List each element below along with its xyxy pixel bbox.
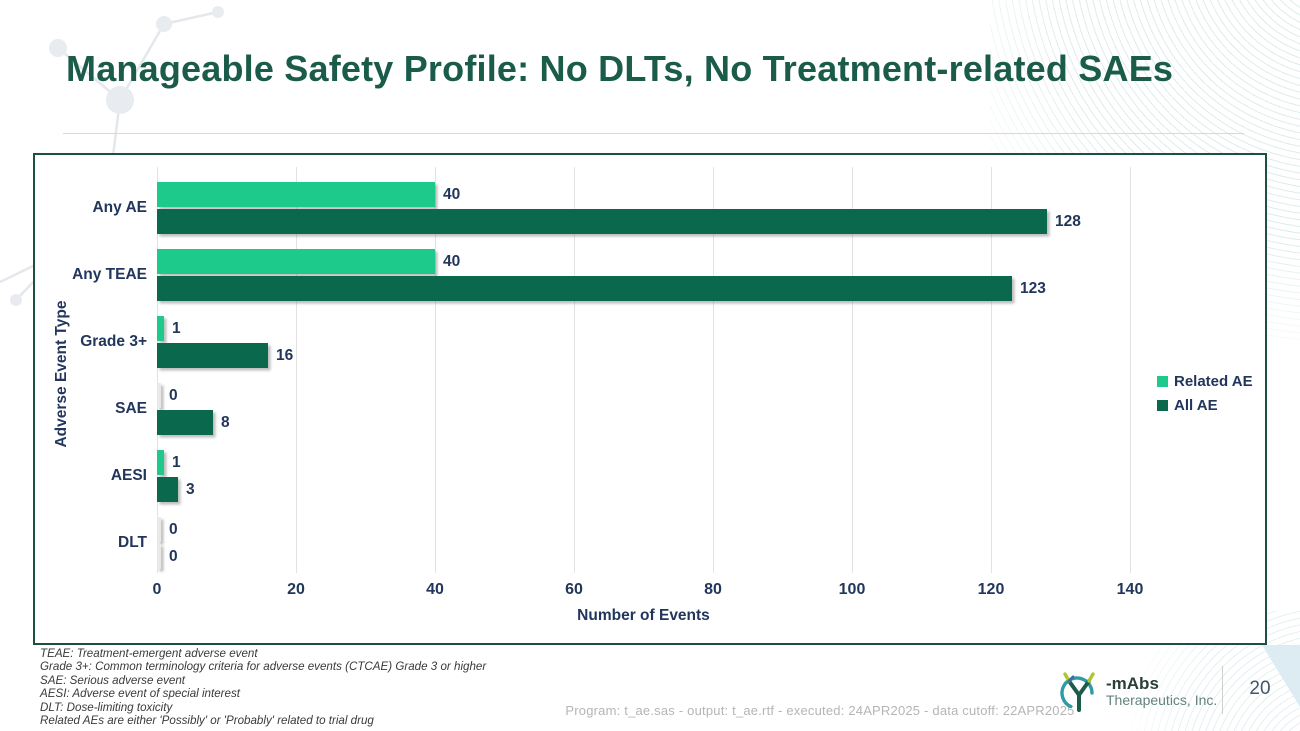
footnote-line: Related AEs are either 'Possibly' or 'Pr…: [40, 714, 374, 728]
value-label: 123: [1020, 280, 1046, 297]
value-label: 0: [169, 387, 178, 404]
footnote-line: DLT: Dose-limiting toxicity: [40, 700, 173, 714]
footnote-line: SAE: Serious adverse event: [40, 673, 186, 687]
related-ae-bar: [157, 383, 161, 408]
gridline: [574, 167, 575, 573]
all-ae-bar: [157, 343, 268, 368]
category-label: Any TEAE: [72, 266, 147, 283]
value-label: 8: [221, 414, 230, 431]
value-label: 0: [169, 521, 178, 538]
gridline: [713, 167, 714, 573]
page-number: 20: [1249, 678, 1271, 699]
footnote-line: TEAE: Treatment-emergent adverse event: [40, 647, 258, 660]
x-tick-label: 80: [704, 581, 722, 598]
gridline: [991, 167, 992, 573]
category-label: Any AE: [92, 199, 147, 216]
legend-item-related-ae: Related AE: [1157, 373, 1253, 390]
gridline: [157, 167, 158, 573]
all-ae-bar: [157, 209, 1047, 234]
footnotes: TEAE: Treatment-emergent adverse event G…: [40, 647, 486, 727]
category-label: AESI: [110, 467, 147, 484]
related-ae-bar: [157, 182, 435, 207]
company-logo: -mAbs Therapeutics, Inc.: [1058, 664, 1217, 718]
logo-subtitle: Therapeutics, Inc.: [1106, 691, 1218, 708]
all-ae-bar: [157, 477, 178, 502]
value-label: 40: [443, 186, 461, 203]
x-tick-label: 120: [977, 581, 1005, 598]
related-ae-bar: [157, 316, 164, 341]
plot-area: 0 20 40 60 80 100 120 140 Any AE 40 128 Any TEAE 40 1…: [35, 155, 1265, 643]
value-label: 0: [169, 548, 178, 565]
footnote-line: Grade 3+: Common terminology criteria fo…: [40, 660, 487, 674]
gridline: [852, 167, 853, 573]
x-tick-label: 100: [838, 581, 866, 598]
category-label: DLT: [118, 534, 147, 551]
footer-divider: [1222, 666, 1223, 714]
antibody-logo-icon: [1060, 672, 1095, 712]
category-label: Grade 3+: [80, 333, 147, 350]
title-divider: [63, 133, 1244, 134]
x-tick-label: 20: [287, 581, 305, 598]
related-ae-bar: [157, 450, 164, 475]
program-provenance-text: Program: t_ae.sas - output: t_ae.rtf - e…: [565, 703, 1075, 718]
category-label: SAE: [115, 400, 147, 417]
x-tick-label: 0: [152, 581, 162, 598]
legend: Related AE All AE: [1157, 373, 1253, 414]
x-axis-title: Number of Events: [577, 607, 710, 624]
related-ae-bar: [157, 249, 435, 274]
all-ae-bar: [157, 544, 161, 569]
chart-panel: Adverse Event Type 0 20 40 60 80 100 120 140 Any…: [33, 153, 1267, 645]
all-ae-bar: [157, 276, 1012, 301]
legend-label: All AE: [1174, 397, 1218, 414]
value-label: 128: [1055, 213, 1081, 230]
value-label: 3: [186, 481, 195, 498]
x-tick-label: 40: [426, 581, 444, 598]
value-label: 1: [172, 454, 181, 471]
x-tick-label: 60: [565, 581, 583, 598]
gridline: [1130, 167, 1131, 573]
all-ae-swatch-icon: [1157, 400, 1168, 411]
legend-label: Related AE: [1174, 373, 1253, 390]
legend-item-all-ae: All AE: [1157, 397, 1253, 414]
value-label: 1: [172, 320, 181, 337]
all-ae-bar: [157, 410, 213, 435]
related-ae-bar: [157, 517, 161, 542]
x-tick-label: 140: [1116, 581, 1144, 598]
gridline: [435, 167, 436, 573]
page-title: Manageable Safety Profile: No DLTs, No T…: [66, 48, 1174, 89]
footnote-line: AESI: Adverse event of special interest: [40, 687, 240, 701]
value-label: 40: [443, 253, 461, 270]
gridline: [296, 167, 297, 573]
value-label: 16: [276, 347, 294, 364]
logo-name: -mAbs: [1106, 673, 1159, 693]
related-ae-swatch-icon: [1157, 376, 1168, 387]
